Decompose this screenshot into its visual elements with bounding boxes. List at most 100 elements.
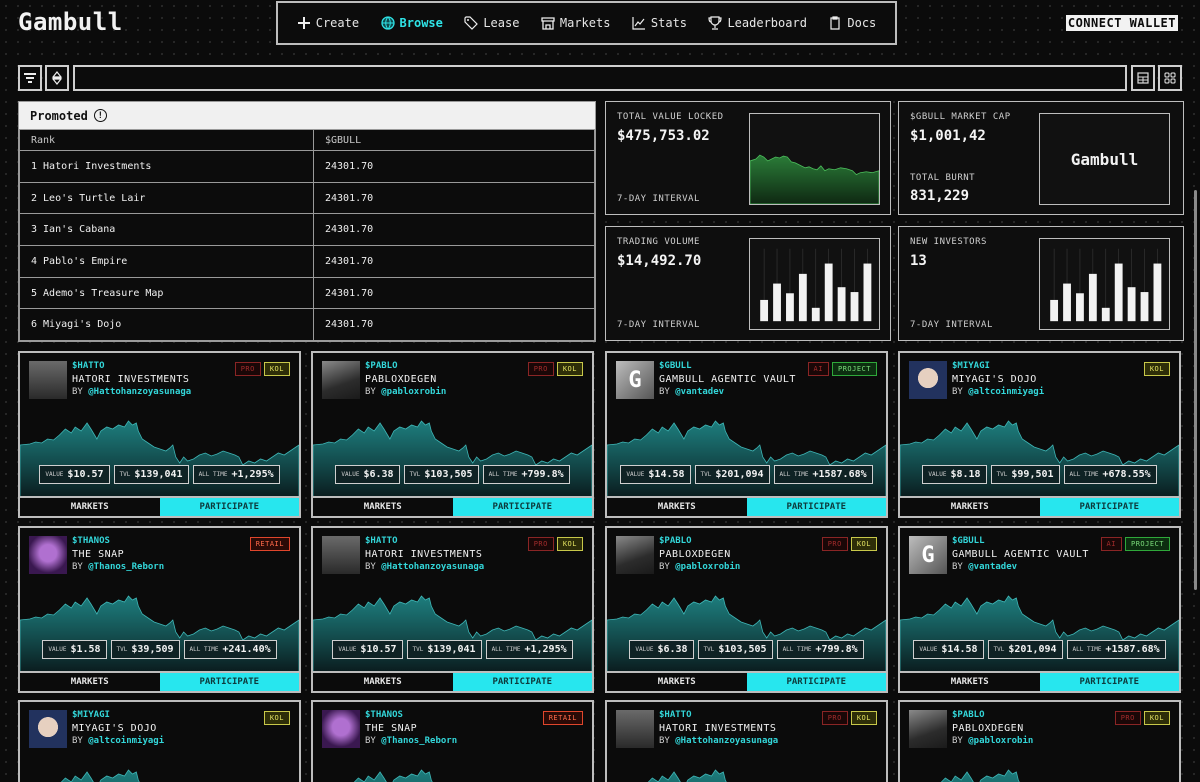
fund-name[interactable]: HATORI INVESTMENTS [72, 374, 190, 385]
ticker[interactable]: $HATTO [659, 710, 692, 720]
participate-button[interactable]: PARTICIPATE [1039, 498, 1179, 516]
gambull-logo[interactable]: Gambull [18, 8, 123, 36]
creator-handle[interactable]: @vantadev [675, 387, 725, 397]
mask-avatar-icon[interactable] [322, 536, 360, 574]
search-input[interactable] [73, 65, 1127, 91]
stat-value: $14,492.70 [617, 253, 702, 269]
column-gbull[interactable]: $GBULL [313, 129, 595, 151]
thanos-avatar-icon[interactable] [29, 536, 67, 574]
nav-docs[interactable]: Docs [828, 16, 876, 30]
creator-handle[interactable]: @Thanos_Reborn [381, 736, 458, 746]
table-row[interactable]: 2 Leo's Turtle Lair 24301.70 [19, 181, 595, 215]
participate-button[interactable]: PARTICIPATE [1039, 673, 1179, 691]
ticker[interactable]: $HATTO [365, 536, 398, 546]
fund-name[interactable]: PABLOXDEGEN [952, 723, 1024, 734]
markets-button[interactable]: MARKETS [900, 673, 1040, 691]
creator-handle[interactable]: @altcoinmiyagi [88, 736, 165, 746]
ticker[interactable]: $MIYAGI [72, 710, 110, 720]
sort-button[interactable] [45, 65, 69, 91]
markets-button[interactable]: MARKETS [20, 673, 160, 691]
creator-handle[interactable]: @pabloxrobin [968, 736, 1034, 746]
creator-handle[interactable]: @vantadev [968, 562, 1018, 572]
nav-leaderboard[interactable]: Leaderboard [708, 16, 807, 30]
fund-name[interactable]: PABLOXDEGEN [365, 374, 437, 385]
nav-browse[interactable]: Browse [380, 16, 443, 30]
info-icon[interactable]: ! [93, 109, 107, 122]
page-scrollbar[interactable] [1194, 190, 1197, 590]
creator-handle[interactable]: @pabloxrobin [381, 387, 447, 397]
column-rank[interactable]: Rank [19, 129, 314, 151]
creator-handle[interactable]: @Hattohanzoyasunaga [381, 562, 485, 572]
table-row[interactable]: 3 Ian's Cabana 24301.70 [19, 213, 595, 247]
markets-button[interactable]: MARKETS [900, 498, 1040, 516]
filter-button[interactable] [18, 65, 42, 91]
mask-avatar-icon[interactable] [29, 361, 67, 399]
table-row[interactable]: 5 Ademo's Treasure Map 24301.70 [19, 276, 595, 310]
table-view-button[interactable] [1131, 65, 1155, 91]
badge-pro: PRO [1114, 711, 1141, 725]
markets-button[interactable]: MARKETS [607, 498, 747, 516]
by-label: BY [952, 387, 963, 397]
bull-logo-icon[interactable]: G [909, 536, 947, 574]
ticker[interactable]: $THANOS [72, 536, 110, 546]
fund-name[interactable]: THE SNAP [365, 723, 418, 734]
ticker[interactable]: $GBULL [952, 536, 985, 546]
table-view-icon [1137, 72, 1149, 84]
nav-stats[interactable]: Stats [632, 16, 687, 30]
fund-name[interactable]: PABLOXDEGEN [659, 549, 731, 560]
table-row[interactable]: 6 Miyagi's Dojo 24301.70 [19, 308, 595, 342]
creator-handle[interactable]: @Thanos_Reborn [88, 562, 165, 572]
table-row[interactable]: 4 Pablo's Empire 24301.70 [19, 245, 595, 278]
nav-markets-label: Markets [559, 16, 611, 30]
nav-lease[interactable]: Lease [464, 16, 519, 30]
miyagi-avatar-icon[interactable] [909, 361, 947, 399]
metric-label: ALL TIME [491, 646, 521, 653]
ticker[interactable]: $GBULL [659, 361, 692, 371]
participate-button[interactable]: PARTICIPATE [159, 498, 299, 516]
fund-name[interactable]: HATORI INVESTMENTS [365, 549, 483, 560]
markets-button[interactable]: MARKETS [607, 673, 747, 691]
participate-button[interactable]: PARTICIPATE [746, 498, 886, 516]
fund-name[interactable]: MIYAGI'S DOJO [952, 374, 1037, 385]
fund-name[interactable]: GAMBULL AGENTIC VAULT [952, 549, 1089, 560]
gambull-brand-box: Gambull [1039, 113, 1170, 205]
person-avatar-icon[interactable] [322, 361, 360, 399]
fund-name[interactable]: MIYAGI'S DOJO [72, 723, 157, 734]
creator-handle[interactable]: @altcoinmiyagi [968, 387, 1045, 397]
person-avatar-icon[interactable] [909, 710, 947, 748]
tvl-metric: TVL $201,094 [694, 465, 770, 484]
ticker[interactable]: $PABLO [365, 361, 398, 371]
ticker[interactable]: $HATTO [72, 361, 105, 371]
grid-view-icon [1164, 72, 1176, 84]
metric-value: $10.57 [360, 644, 397, 655]
connect-wallet-button[interactable]: CONNECT WALLET [1065, 15, 1178, 31]
fund-name[interactable]: HATORI INVESTMENTS [659, 723, 777, 734]
mask-avatar-icon[interactable] [616, 710, 654, 748]
participate-button[interactable]: PARTICIPATE [159, 673, 299, 691]
miyagi-avatar-icon[interactable] [29, 710, 67, 748]
ticker[interactable]: $PABLO [952, 710, 985, 720]
nav-create[interactable]: Create [297, 16, 359, 30]
participate-button[interactable]: PARTICIPATE [452, 673, 592, 691]
creator-handle[interactable]: @pabloxrobin [675, 562, 741, 572]
creator-handle[interactable]: @Hattohanzoyasunaga [675, 736, 779, 746]
participate-button[interactable]: PARTICIPATE [452, 498, 592, 516]
markets-button[interactable]: MARKETS [313, 673, 453, 691]
bull-logo-icon[interactable]: G [616, 361, 654, 399]
table-row[interactable]: 1 Hatori Investments 24301.70 [19, 150, 595, 183]
fund-name[interactable]: THE SNAP [72, 549, 125, 560]
thanos-avatar-icon[interactable] [322, 710, 360, 748]
grid-view-button[interactable] [1158, 65, 1182, 91]
stat-interval: 7-DAY INTERVAL [617, 320, 700, 330]
ticker[interactable]: $PABLO [659, 536, 692, 546]
ticker[interactable]: $MIYAGI [952, 361, 990, 371]
fund-name[interactable]: GAMBULL AGENTIC VAULT [659, 374, 796, 385]
markets-button[interactable]: MARKETS [313, 498, 453, 516]
participate-button[interactable]: PARTICIPATE [746, 673, 886, 691]
creator-handle[interactable]: @Hattohanzoyasunaga [88, 387, 192, 397]
by-label: BY [72, 562, 83, 572]
ticker[interactable]: $THANOS [365, 710, 403, 720]
markets-button[interactable]: MARKETS [20, 498, 160, 516]
person-avatar-icon[interactable] [616, 536, 654, 574]
nav-markets[interactable]: Markets [541, 16, 611, 30]
